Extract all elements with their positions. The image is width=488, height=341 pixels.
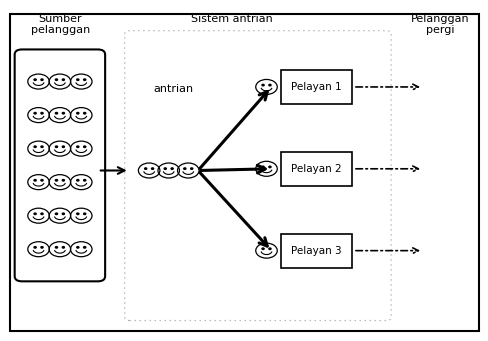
Circle shape bbox=[55, 179, 58, 181]
FancyBboxPatch shape bbox=[281, 70, 351, 104]
Circle shape bbox=[77, 213, 79, 214]
Circle shape bbox=[144, 168, 146, 169]
Circle shape bbox=[62, 113, 64, 114]
Circle shape bbox=[34, 179, 36, 181]
Circle shape bbox=[83, 247, 85, 248]
Circle shape bbox=[62, 213, 64, 214]
Circle shape bbox=[83, 179, 85, 181]
Circle shape bbox=[183, 168, 185, 169]
Circle shape bbox=[34, 146, 36, 148]
Circle shape bbox=[77, 247, 79, 248]
Circle shape bbox=[34, 213, 36, 214]
Circle shape bbox=[41, 213, 43, 214]
FancyBboxPatch shape bbox=[10, 14, 478, 331]
Circle shape bbox=[77, 79, 79, 80]
Text: antrian: antrian bbox=[153, 84, 193, 94]
Circle shape bbox=[55, 79, 58, 80]
Circle shape bbox=[268, 166, 270, 168]
Circle shape bbox=[41, 247, 43, 248]
Circle shape bbox=[34, 113, 36, 114]
Circle shape bbox=[62, 179, 64, 181]
Circle shape bbox=[83, 146, 85, 148]
Circle shape bbox=[62, 247, 64, 248]
Circle shape bbox=[55, 213, 58, 214]
Circle shape bbox=[55, 146, 58, 148]
Circle shape bbox=[62, 79, 64, 80]
Text: Sistem antrian: Sistem antrian bbox=[191, 14, 273, 24]
Text: Pelanggan
pergi: Pelanggan pergi bbox=[410, 14, 468, 35]
Circle shape bbox=[55, 113, 58, 114]
Circle shape bbox=[164, 168, 166, 169]
Circle shape bbox=[62, 146, 64, 148]
Circle shape bbox=[268, 248, 270, 250]
FancyBboxPatch shape bbox=[281, 234, 351, 268]
FancyBboxPatch shape bbox=[124, 31, 390, 321]
Circle shape bbox=[268, 84, 270, 86]
Circle shape bbox=[77, 179, 79, 181]
Circle shape bbox=[41, 113, 43, 114]
Circle shape bbox=[41, 179, 43, 181]
Text: Pelayan 1: Pelayan 1 bbox=[291, 82, 341, 92]
Circle shape bbox=[34, 79, 36, 80]
Circle shape bbox=[77, 146, 79, 148]
Circle shape bbox=[77, 113, 79, 114]
Circle shape bbox=[34, 247, 36, 248]
Text: Pelayan 2: Pelayan 2 bbox=[291, 164, 341, 174]
Circle shape bbox=[41, 146, 43, 148]
Text: Pelayan 3: Pelayan 3 bbox=[291, 246, 341, 256]
Circle shape bbox=[262, 248, 264, 250]
Circle shape bbox=[55, 247, 58, 248]
Text: Sumber
pelanggan: Sumber pelanggan bbox=[30, 14, 90, 35]
FancyBboxPatch shape bbox=[15, 49, 105, 281]
Circle shape bbox=[83, 213, 85, 214]
Circle shape bbox=[151, 168, 153, 169]
FancyBboxPatch shape bbox=[281, 152, 351, 186]
Circle shape bbox=[41, 79, 43, 80]
Circle shape bbox=[262, 166, 264, 168]
Circle shape bbox=[171, 168, 173, 169]
Circle shape bbox=[262, 84, 264, 86]
Circle shape bbox=[83, 79, 85, 80]
Circle shape bbox=[83, 113, 85, 114]
Circle shape bbox=[190, 168, 192, 169]
